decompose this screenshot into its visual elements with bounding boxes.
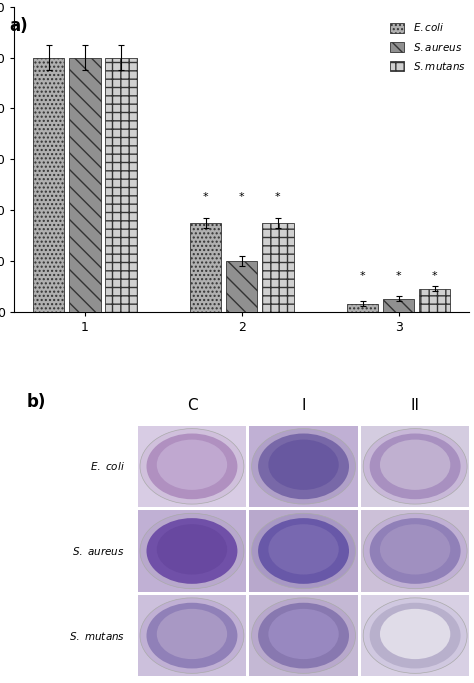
Bar — [105, 57, 137, 311]
Ellipse shape — [140, 598, 244, 673]
Ellipse shape — [258, 603, 349, 669]
Legend: $\it{E. coli}$, $\it{S. aureus}$, $\it{S. mutans}$: $\it{E. coli}$, $\it{S. aureus}$, $\it{S… — [387, 18, 469, 75]
Ellipse shape — [268, 440, 339, 490]
Ellipse shape — [252, 513, 356, 589]
Text: $\it{E.\ coli}$: $\it{E.\ coli}$ — [90, 460, 125, 473]
Text: *: * — [360, 271, 365, 281]
Ellipse shape — [140, 513, 244, 589]
Ellipse shape — [268, 609, 339, 659]
Ellipse shape — [157, 440, 227, 490]
Ellipse shape — [157, 525, 227, 574]
Bar — [383, 299, 414, 311]
Ellipse shape — [140, 429, 244, 504]
Text: *: * — [239, 193, 245, 202]
Ellipse shape — [146, 434, 237, 499]
Bar — [69, 57, 100, 311]
Bar — [33, 57, 64, 311]
Ellipse shape — [370, 434, 461, 499]
Ellipse shape — [380, 525, 450, 574]
Text: II: II — [410, 398, 419, 413]
Ellipse shape — [268, 525, 339, 574]
Bar — [262, 223, 293, 311]
Text: *: * — [432, 271, 438, 281]
Bar — [190, 223, 221, 311]
Text: a): a) — [9, 17, 28, 35]
Text: b): b) — [26, 393, 46, 411]
Bar — [226, 261, 257, 311]
Ellipse shape — [380, 440, 450, 490]
Ellipse shape — [146, 518, 237, 584]
Ellipse shape — [157, 609, 227, 659]
Text: *: * — [203, 193, 209, 202]
Ellipse shape — [258, 434, 349, 499]
Text: C: C — [187, 398, 197, 413]
Ellipse shape — [380, 609, 450, 659]
Ellipse shape — [370, 603, 461, 669]
Text: I: I — [301, 398, 306, 413]
Ellipse shape — [146, 603, 237, 669]
Ellipse shape — [370, 518, 461, 584]
Bar — [419, 289, 450, 311]
Text: $\it{S.\ mutans}$: $\it{S.\ mutans}$ — [69, 630, 125, 641]
Ellipse shape — [258, 518, 349, 584]
Text: *: * — [275, 193, 281, 202]
Ellipse shape — [252, 429, 356, 504]
Bar — [347, 304, 378, 311]
Text: $\it{S.\ aureus}$: $\it{S.\ aureus}$ — [72, 545, 125, 557]
Ellipse shape — [363, 513, 467, 589]
Ellipse shape — [363, 429, 467, 504]
Text: *: * — [396, 271, 401, 281]
Ellipse shape — [363, 598, 467, 673]
Ellipse shape — [252, 598, 356, 673]
